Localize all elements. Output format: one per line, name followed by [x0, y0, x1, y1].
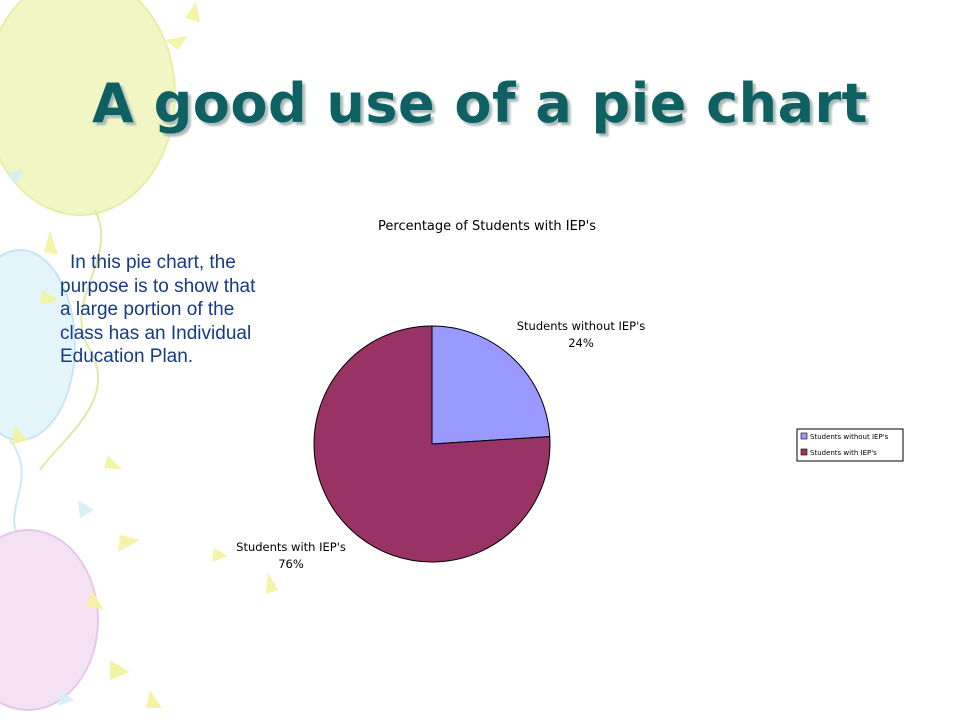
- chart-title: Percentage of Students with IEP's: [378, 219, 596, 234]
- chart-legend: Students without IEP's Students with IEP…: [796, 428, 904, 462]
- legend-entry-without-ieps: Students without IEP's: [810, 433, 889, 441]
- legend-swatch-with-ieps: [800, 448, 808, 456]
- data-label-value-without-ieps: 24%: [568, 336, 594, 350]
- legend-box: [796, 428, 904, 462]
- legend-entry-with-ieps: Students with IEP's: [810, 449, 877, 457]
- data-label-category-without-ieps: Students without IEP's: [517, 319, 646, 333]
- blue-shards-decoration: [8, 168, 94, 706]
- balloon-pink-decoration: [0, 529, 99, 711]
- balloon-yellow-string-decoration: [39, 209, 103, 471]
- body-text: In this pie chart, the purpose is to sho…: [60, 252, 256, 367]
- data-label-value-with-ieps: 76%: [278, 557, 304, 571]
- legend-swatch-without-ieps: [800, 432, 808, 440]
- slide-title: A good use of a pie chart: [92, 72, 868, 135]
- balloon-blue-string-decoration: [9, 439, 23, 541]
- data-label-category-with-ieps: Students with IEP's: [236, 540, 346, 554]
- pie-slice-students-with-ieps: [313, 325, 551, 563]
- star-shards-decoration: [12, 2, 278, 708]
- balloon-yellow-decoration: [0, 0, 176, 216]
- pie-slice-students-without-ieps: [431, 325, 551, 445]
